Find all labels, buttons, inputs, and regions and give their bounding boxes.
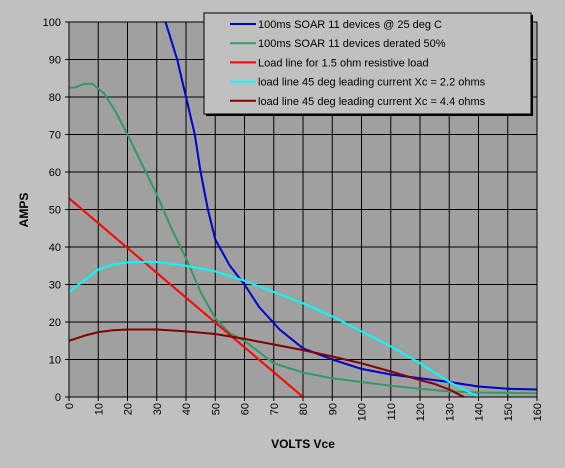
x-tick-label: 80 bbox=[298, 403, 310, 415]
series-group bbox=[69, 22, 537, 397]
x-tick-label: 50 bbox=[210, 403, 222, 415]
legend-label: 100ms SOAR 11 devices @ 25 deg C bbox=[258, 19, 442, 31]
x-tick-label: 150 bbox=[503, 403, 515, 421]
y-tick-label: 80 bbox=[49, 92, 61, 104]
y-tick-label: 0 bbox=[55, 392, 61, 404]
x-tick-label: 30 bbox=[152, 403, 164, 415]
x-tick-label: 120 bbox=[415, 403, 427, 421]
legend-box bbox=[203, 12, 532, 115]
series-line bbox=[164, 22, 537, 391]
legend-label: load line 45 deg leading current Xc = 4.… bbox=[258, 96, 486, 108]
y-tick-label: 10 bbox=[49, 355, 61, 367]
x-tick-label: 60 bbox=[240, 403, 252, 415]
y-tick-label: 70 bbox=[49, 130, 61, 142]
x-tick-label: 40 bbox=[181, 403, 193, 415]
y-tick-label: 20 bbox=[49, 317, 61, 329]
y-tick-label: 90 bbox=[49, 55, 61, 67]
y-tick-label: 40 bbox=[49, 242, 61, 254]
x-tick-label: 140 bbox=[474, 403, 486, 421]
series-line bbox=[69, 261, 479, 397]
y-axis-title: AMPS bbox=[17, 193, 31, 228]
legend-label: Load line for 1.5 ohm resistive load bbox=[258, 57, 429, 69]
x-tick-label: 0 bbox=[64, 403, 76, 409]
series-line bbox=[69, 328, 465, 397]
x-tick-label: 110 bbox=[386, 403, 398, 421]
x-tick-label: 70 bbox=[269, 403, 281, 415]
y-tick-label: 30 bbox=[49, 280, 61, 292]
x-tick-label: 20 bbox=[123, 403, 135, 415]
x-tick-label: 10 bbox=[93, 403, 105, 415]
x-tick-label: 160 bbox=[532, 403, 544, 421]
legend-label: 100ms SOAR 11 devices derated 50% bbox=[258, 38, 446, 50]
axis-layer: 0 10 20 30 40 50 60 70 80 90 100 0 10 20 30 40 50 60 70 80 9… bbox=[43, 17, 544, 421]
y-tick-label: 100 bbox=[43, 17, 61, 29]
x-tick-label: 130 bbox=[444, 403, 456, 421]
y-tick-label: 60 bbox=[49, 167, 61, 179]
series-line bbox=[69, 82, 537, 395]
x-tick-label: 90 bbox=[327, 403, 339, 415]
series-line bbox=[69, 197, 304, 397]
legend-label: load line 45 deg leading current Xc = 2.… bbox=[258, 77, 486, 89]
x-axis-title: VOLTS Vce bbox=[271, 437, 335, 451]
y-tick-label: 50 bbox=[49, 205, 61, 217]
legend: 100ms SOAR 11 devices @ 25 deg C 100ms SO… bbox=[203, 12, 533, 116]
x-tick-label: 100 bbox=[357, 403, 369, 421]
